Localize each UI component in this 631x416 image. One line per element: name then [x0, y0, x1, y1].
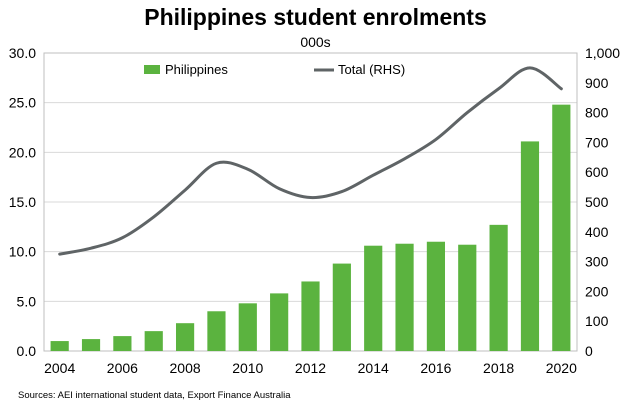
y-left-tick-label: 0.0	[17, 343, 37, 359]
x-tick-label: 2006	[107, 360, 138, 376]
y-left-tick-label: 10.0	[9, 244, 36, 260]
bar	[144, 331, 163, 351]
bar	[270, 293, 289, 351]
y-right-tick-label: 300	[585, 254, 609, 270]
y-left-tick-label: 15.0	[9, 194, 36, 210]
y-right-tick-label: 800	[585, 105, 609, 121]
legend-label-total: Total (RHS)	[338, 62, 405, 77]
bar	[113, 336, 132, 351]
y-left-tick-label: 5.0	[17, 293, 37, 309]
x-tick-label: 2008	[170, 360, 201, 376]
bar	[364, 245, 383, 351]
y-right-tick-label: 600	[585, 164, 609, 180]
bar	[552, 104, 571, 351]
bar	[332, 263, 351, 351]
bar	[238, 303, 257, 351]
y-left-tick-label: 25.0	[9, 95, 36, 111]
x-tick-label: 2004	[44, 360, 75, 376]
bar	[395, 243, 414, 351]
chart-title: Philippines student enrolments	[144, 4, 487, 30]
y-right-tick-label: 1,000	[585, 45, 620, 61]
y-left-tick-label: 30.0	[9, 45, 36, 61]
bar	[50, 341, 69, 351]
legend-label-philippines: Philippines	[165, 62, 228, 77]
x-tick-label: 2018	[483, 360, 514, 376]
y-right-tick-label: 700	[585, 134, 609, 150]
x-tick-label: 2010	[232, 360, 263, 376]
series-line-total	[58, 66, 563, 256]
bar	[426, 241, 446, 351]
legend-swatch-philippines	[144, 65, 160, 74]
y-left-tick-label: 20.0	[9, 144, 36, 160]
bar	[520, 141, 540, 351]
bar	[81, 339, 101, 351]
bar	[175, 323, 195, 351]
y-right-tick-label: 500	[585, 194, 609, 210]
source-note: Sources: AEI international student data,…	[18, 390, 291, 401]
y-right-tick-label: 0	[585, 343, 593, 359]
bar	[301, 281, 320, 351]
x-tick-label: 2012	[295, 360, 326, 376]
x-tick-label: 2020	[546, 360, 577, 376]
bar	[207, 311, 226, 351]
x-tick-label: 2014	[358, 360, 389, 376]
chart-subtitle: 000s	[300, 34, 331, 50]
bar	[458, 244, 477, 351]
y-right-tick-label: 400	[585, 224, 609, 240]
x-tick-label: 2016	[420, 360, 451, 376]
bar	[489, 224, 508, 351]
y-right-tick-label: 900	[585, 75, 609, 91]
y-right-tick-label: 200	[585, 283, 609, 299]
y-right-tick-label: 100	[585, 313, 609, 329]
